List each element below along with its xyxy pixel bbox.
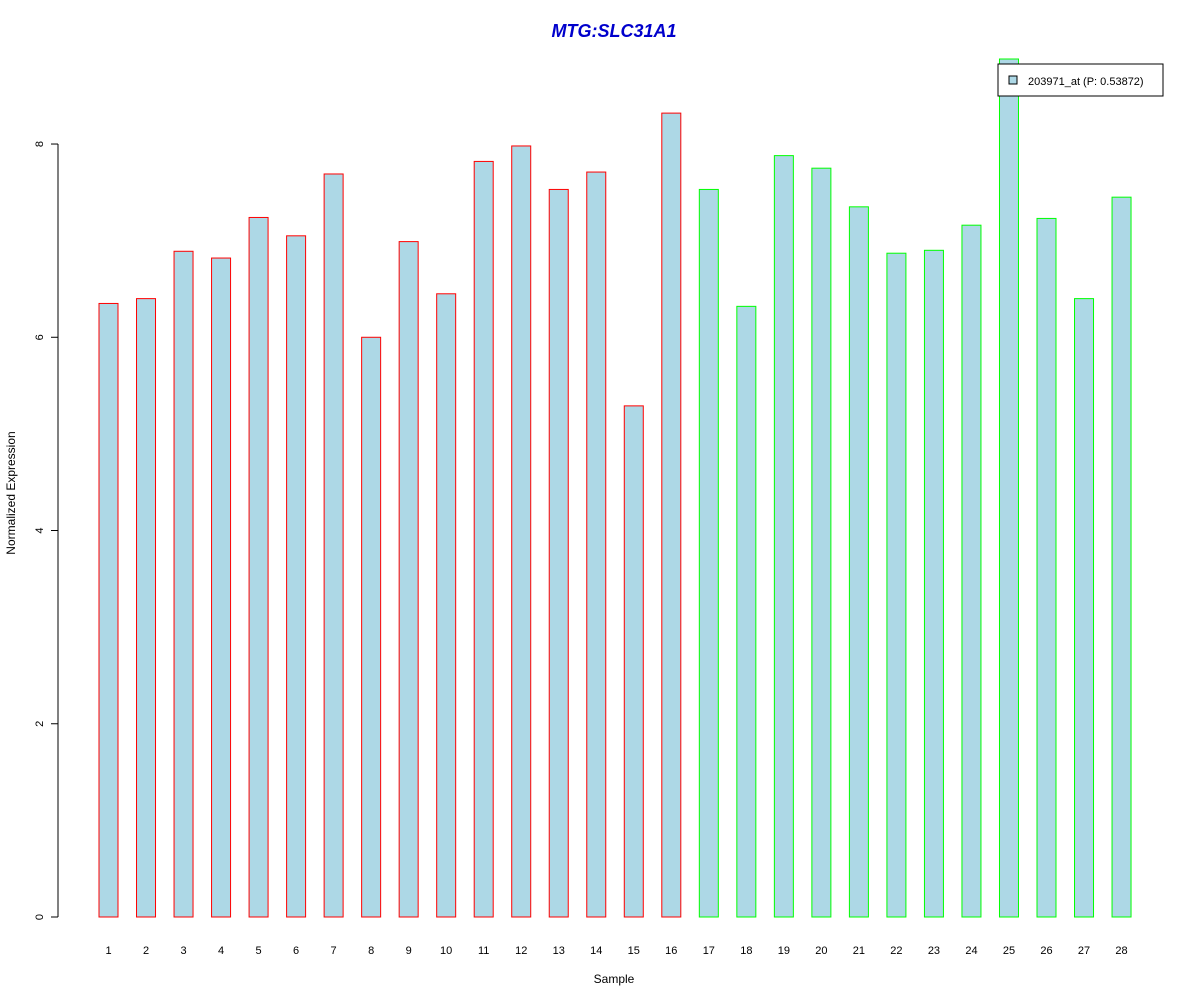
- bar-sample-18: [736, 305, 757, 918]
- x-tick-label: 4: [218, 945, 224, 957]
- x-tick-label: 10: [440, 945, 452, 957]
- bar-sample-7: [323, 173, 344, 918]
- bar-sample-15: [623, 405, 644, 918]
- bar-sample-25: [998, 58, 1019, 918]
- legend-label: 203971_at (P: 0.53872): [1028, 76, 1144, 88]
- legend: 203971_at (P: 0.53872): [997, 63, 1164, 97]
- x-tick-label: 17: [703, 945, 715, 957]
- legend-swatch: [1008, 75, 1018, 85]
- x-tick-label: 24: [965, 945, 977, 957]
- x-tick-label: 12: [515, 945, 527, 957]
- x-tick-label: 8: [368, 945, 374, 957]
- x-tick-label: 25: [1003, 945, 1015, 957]
- bar-sample-24: [961, 224, 982, 918]
- bar-sample-28: [1111, 196, 1132, 918]
- x-tick-label: 2: [143, 945, 149, 957]
- y-tick-label: 8: [34, 141, 46, 147]
- y-axis: 0 2 4 6 8: [34, 141, 59, 920]
- x-tick-label: 21: [853, 945, 865, 957]
- bar-sample-14: [586, 171, 607, 918]
- x-tick-label: 23: [928, 945, 940, 957]
- bar-sample-17: [698, 188, 719, 918]
- y-axis-label: Normalized Expression: [4, 431, 18, 554]
- bar-sample-6: [286, 235, 307, 918]
- bar-sample-21: [848, 206, 869, 918]
- y-tick-label: 2: [34, 721, 46, 727]
- x-tick-labels: 1 2 3 4 5 6 7 8 9 10 11 12 13 14 15 16 17 18 19 20 21 22 23 24 2…: [105, 945, 1127, 957]
- bar-sample-16: [661, 112, 682, 918]
- x-tick-label: 15: [628, 945, 640, 957]
- bar-sample-5: [248, 216, 269, 918]
- x-tick-label: 18: [740, 945, 752, 957]
- chart-title: MTG:SLC31A1: [551, 21, 676, 41]
- x-tick-label: 22: [890, 945, 902, 957]
- x-tick-label: 14: [590, 945, 602, 957]
- x-tick-label: 1: [105, 945, 111, 957]
- x-tick-label: 9: [406, 945, 412, 957]
- bar-sample-9: [398, 241, 419, 918]
- y-tick-label: 6: [34, 334, 46, 340]
- bar-sample-11: [473, 160, 494, 918]
- bar-sample-4: [211, 257, 232, 918]
- bar-sample-10: [436, 293, 457, 918]
- x-tick-label: 13: [553, 945, 565, 957]
- x-tick-label: 11: [478, 945, 489, 957]
- bar-sample-1: [98, 302, 119, 918]
- bar-sample-12: [511, 145, 532, 918]
- x-tick-label: 5: [256, 945, 262, 957]
- x-tick-label: 26: [1040, 945, 1052, 957]
- bar-sample-26: [1036, 217, 1057, 918]
- legend-box: [997, 63, 1164, 97]
- bar-sample-22: [886, 252, 907, 918]
- y-tick-label: 4: [34, 527, 46, 533]
- bar-sample-13: [548, 188, 569, 918]
- x-tick-label: 6: [293, 945, 299, 957]
- bar-sample-2: [136, 298, 157, 918]
- bar-sample-20: [811, 167, 832, 918]
- y-tick-label: 0: [34, 914, 46, 920]
- bar-sample-3: [173, 250, 194, 918]
- bar-sample-19: [773, 155, 794, 918]
- bar-series: [98, 58, 1132, 918]
- x-tick-label: 28: [1115, 945, 1127, 957]
- x-tick-label: 20: [815, 945, 827, 957]
- bar-sample-23: [923, 249, 944, 918]
- x-tick-label: 3: [180, 945, 186, 957]
- x-tick-label: 7: [331, 945, 337, 957]
- x-axis-label: Sample: [594, 972, 635, 986]
- bar-sample-8: [361, 336, 382, 918]
- bar-sample-27: [1074, 298, 1095, 918]
- x-tick-label: 19: [778, 945, 790, 957]
- x-tick-label: 16: [665, 945, 677, 957]
- x-tick-label: 27: [1078, 945, 1090, 957]
